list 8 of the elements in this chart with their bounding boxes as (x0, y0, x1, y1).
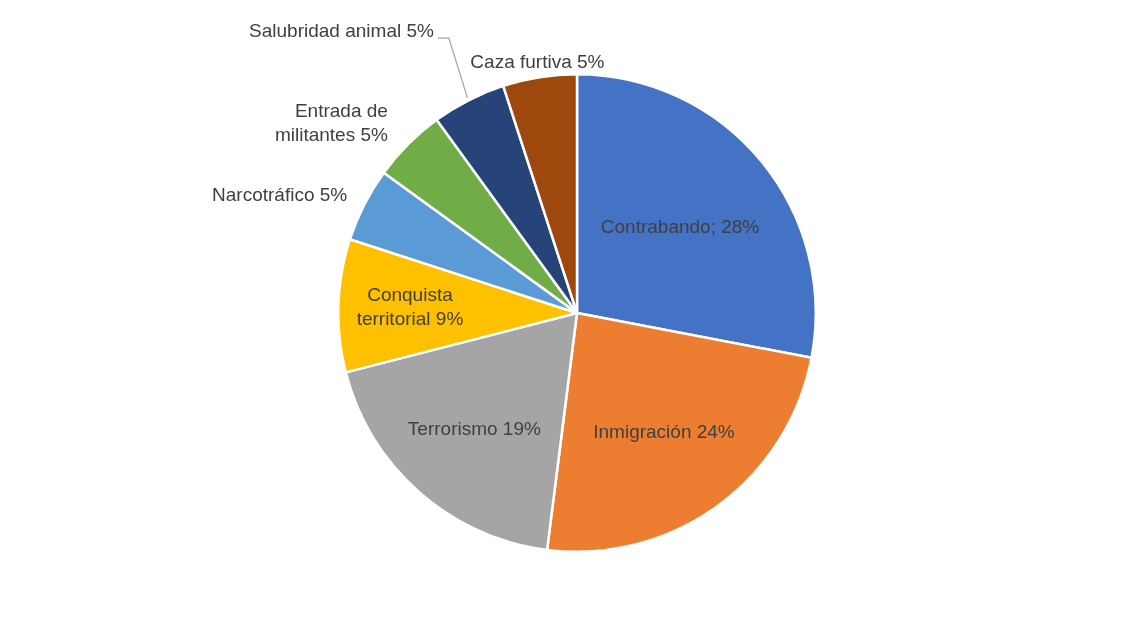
slice-label: Salubridad animal 5% (249, 20, 435, 42)
slice-label: Conquista territorial 9% (356, 283, 464, 329)
slice-label: Narcotráfico 5% (212, 184, 348, 206)
slice-label: Contrabando; 28% (600, 216, 760, 238)
slice-label: Entrada de militantes 5% (274, 100, 389, 146)
slice-label: Inmigración 24% (593, 420, 735, 442)
slice-label: Terrorismo 19% (407, 417, 541, 439)
slice-label: Caza furtiva 5% (470, 51, 605, 73)
